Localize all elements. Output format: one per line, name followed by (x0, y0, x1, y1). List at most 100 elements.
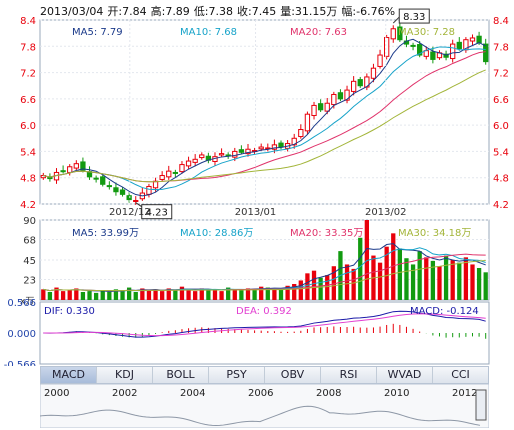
macd-legend-dif: DIF: 0.330 (44, 306, 95, 317)
candle-body (450, 43, 456, 60)
volume-bar (404, 258, 409, 300)
candle-body (370, 67, 377, 79)
price-panel-frame (39, 19, 490, 205)
volume-bar (107, 292, 112, 300)
candle-body (172, 171, 179, 174)
candle-body (106, 185, 112, 188)
volume-tick: 68 (23, 236, 36, 247)
candle-body (73, 163, 79, 169)
tab-rsi[interactable]: RSI (321, 367, 377, 383)
volume-bar (67, 290, 72, 300)
tab-psy[interactable]: PSY (209, 367, 265, 383)
candle-body (377, 54, 383, 67)
volume-bar (41, 289, 46, 300)
volume-ma30-line (43, 260, 486, 292)
volume-ma-legend-ma10: MA10: 28.86万 (180, 228, 253, 239)
macd-legend-macd: MACD: -0.124 (410, 306, 479, 317)
low-marker-box (141, 204, 173, 220)
tab-obv[interactable]: OBV (265, 367, 321, 383)
price-tick-left: 4.8 (20, 174, 36, 185)
candle-body (245, 148, 251, 155)
price-tick-left: 4.2 (20, 200, 36, 211)
tab-macd[interactable]: MACD (41, 367, 97, 383)
timeline-year-label: 2000 (44, 388, 69, 399)
volume-bar (292, 284, 297, 300)
tab-cci[interactable]: CCI (451, 368, 470, 381)
candle-body (192, 158, 198, 163)
candle-body (271, 144, 278, 150)
volume-bar (212, 289, 218, 300)
ma5-line (43, 38, 486, 197)
stock-charts: 8.4 8.4 7.8 7.8 7.2 7.2 6.6 6.6 6.0 6.0 5.4 5.4 4.8 4… (4, 8, 509, 366)
volume-bar (219, 291, 224, 300)
indicator-tabs: MACD KDJ BOLL PSY OBV RSI WVAD CCI (40, 366, 489, 384)
candle-body (218, 153, 225, 156)
candle-body (40, 175, 46, 179)
candle-body (113, 187, 119, 193)
volume-bar (311, 270, 317, 300)
tab-kdj[interactable]: KDJ (97, 367, 153, 383)
volume-bar (54, 287, 59, 300)
candle-body (476, 35, 482, 44)
candle-body (350, 80, 357, 92)
volume-bar (166, 288, 171, 300)
candle-body (199, 154, 205, 159)
volume-bar (424, 257, 429, 300)
candle-body (443, 53, 449, 58)
volume-bar (430, 260, 436, 300)
candle-body (166, 170, 172, 178)
volume-bar (206, 290, 211, 300)
quote-change: 幅:-6.76% (341, 5, 396, 18)
volume-tick: 23 (23, 276, 36, 287)
candle-body (60, 170, 66, 173)
volume-bar (87, 291, 92, 300)
quote-header: 2013/03/04 开:7.84 高:7.89 低:7.38 收:7.45 量:31.1… (40, 3, 399, 19)
volume-bar (417, 251, 422, 300)
volume-bar (47, 292, 53, 300)
candle-body (397, 26, 403, 41)
volume-bar (397, 248, 403, 300)
volume-bar (239, 290, 244, 300)
candle-body (304, 113, 311, 132)
price-tick-right: 7.2 (493, 69, 509, 80)
volume-bar (120, 291, 125, 300)
volume-bar (173, 290, 178, 300)
tab-wvad[interactable]: WVAD (377, 367, 433, 383)
volume-bar (437, 266, 442, 300)
timeline-navigator[interactable]: 2000 2002 2004 2006 2008 2010 2012 (40, 384, 489, 428)
tab-boll[interactable]: BOLL (153, 367, 209, 383)
low-marker-pointer (135, 202, 143, 208)
volume-bar (305, 273, 310, 300)
volume-bar (252, 289, 257, 300)
volume-bar (443, 255, 449, 300)
volume-tick: 90 (23, 216, 36, 227)
volume-bar (344, 264, 350, 300)
volume-bar (377, 262, 383, 300)
price-tick-left: 8.4 (20, 16, 36, 27)
price-tick-left: 6.0 (20, 121, 36, 132)
volume-bar (410, 264, 416, 300)
price-ma-legend-ma10: MA10: 7.68 (180, 27, 237, 38)
price-tick-right: 6.6 (493, 95, 509, 106)
volume-ma-legend-ma30: MA30: 34.18万 (398, 228, 471, 239)
volume-bar (483, 272, 488, 300)
quote-close: 收:7.45 (237, 5, 277, 18)
quote-low: 低:7.38 (193, 5, 234, 18)
candle-body (126, 195, 132, 201)
timeline-year-label: 2008 (316, 388, 341, 399)
timeline-frame (40, 384, 489, 428)
volume-bar (285, 285, 290, 300)
timeline-range-handle[interactable] (475, 389, 487, 421)
candle-body (384, 37, 390, 57)
candle-body (159, 175, 165, 180)
volume-bar (470, 264, 475, 300)
candle-body (67, 166, 73, 173)
price-ma-legend-ma5: MA5: 7.79 (72, 27, 123, 38)
volume-bar (463, 257, 469, 300)
candle-body (337, 92, 344, 100)
candle-body (331, 93, 337, 106)
candle-body (311, 104, 317, 117)
candle-body (146, 185, 152, 195)
date-label: 2013/01 (235, 207, 277, 218)
volume-bar (318, 277, 323, 300)
